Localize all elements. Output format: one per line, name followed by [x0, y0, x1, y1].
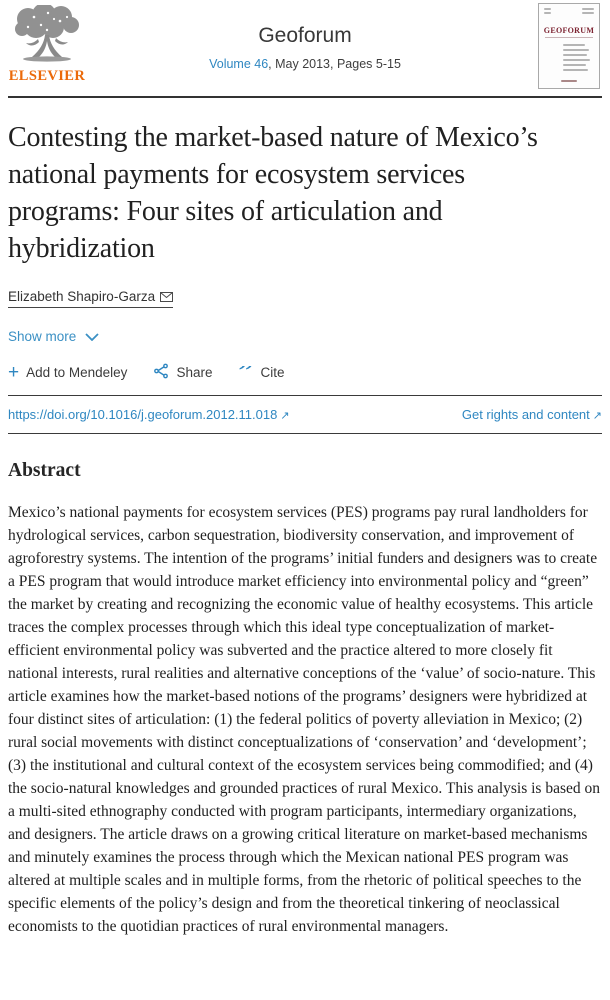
abstract-heading: Abstract	[8, 460, 81, 481]
doi-link[interactable]: https://doi.org/10.1016/j.geoforum.2012.…	[8, 407, 290, 422]
add-to-mendeley-button[interactable]: + Add to Mendeley	[8, 361, 128, 383]
external-link-icon: ↗	[592, 410, 602, 422]
share-button[interactable]: Share	[153, 363, 212, 382]
author-row: Elizabeth Shapiro-Garza	[8, 288, 602, 308]
journal-issue-info: Volume 46, May 2013, Pages 5-15	[209, 57, 401, 71]
journal-cover-thumbnail[interactable]: GEOFORUM	[538, 3, 600, 89]
elsevier-logo[interactable]: ELSEVIER	[8, 3, 86, 85]
article-page: ELSEVIER Geoforum Volume 46, May 2013, P…	[8, 0, 602, 938]
volume-link[interactable]: Volume 46	[209, 57, 269, 71]
cover-journal-title: GEOFORUM	[543, 26, 595, 35]
chevron-down-icon	[85, 329, 99, 344]
cite-quote-icon: ”	[238, 366, 253, 379]
doi-divider	[8, 433, 602, 434]
author-name: Elizabeth Shapiro-Garza	[8, 289, 156, 304]
elsevier-wordmark: ELSEVIER	[8, 68, 86, 84]
cover-editor-list	[563, 44, 590, 71]
elsevier-tree-icon	[14, 3, 80, 67]
cite-button[interactable]: ” Cite	[238, 365, 284, 380]
plus-icon: +	[8, 361, 20, 383]
share-icon	[153, 363, 169, 382]
abstract-text: Mexico’s national payments for ecosystem…	[8, 504, 600, 935]
journal-title-link[interactable]: Geoforum	[258, 24, 352, 47]
rights-and-content-link[interactable]: Get rights and content ↗	[461, 407, 602, 422]
doi-row: https://doi.org/10.1016/j.geoforum.2012.…	[8, 396, 602, 433]
actions-row: + Add to Mendeley	[8, 363, 602, 395]
actions-divider	[8, 395, 602, 396]
abstract-section: Abstract Mexico’s national payments for …	[8, 460, 602, 938]
article-title: Contesting the market-based nature of Me…	[8, 122, 538, 264]
header-divider	[8, 96, 602, 98]
show-more-button[interactable]: Show more	[8, 329, 99, 344]
author-link[interactable]: Elizabeth Shapiro-Garza	[8, 289, 174, 308]
journal-header: ELSEVIER Geoforum Volume 46, May 2013, P…	[8, 0, 602, 96]
journal-title-block: Geoforum Volume 46, May 2013, Pages 5-15	[209, 24, 401, 71]
external-link-icon: ↗	[280, 410, 290, 422]
show-more-label: Show more	[8, 329, 77, 344]
envelope-icon	[160, 291, 174, 302]
issue-date-pages: , May 2013, Pages 5-15	[268, 57, 401, 71]
cover-masthead	[539, 4, 599, 16]
